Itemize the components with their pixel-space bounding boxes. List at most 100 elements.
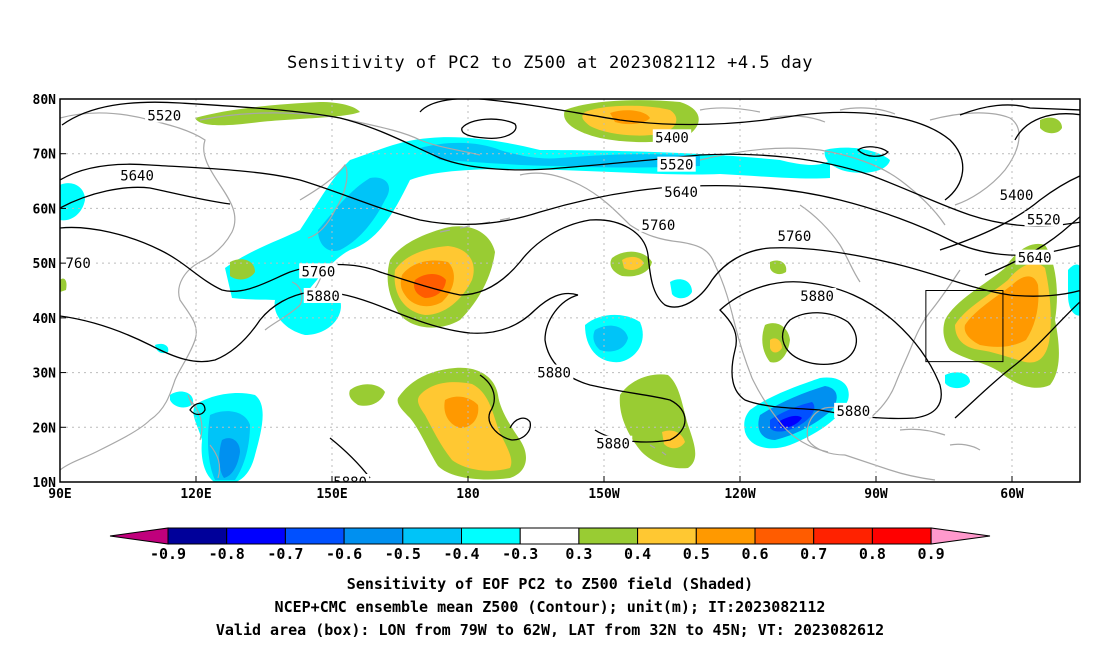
colorbar: -0.9 -0.8 -0.7 -0.6 -0.5 -0.4 -0.3 0.3 0.4 0.5 0.6… xyxy=(109,527,991,563)
contour-label-bg xyxy=(63,255,94,271)
contour-label-5400: 5400 xyxy=(1000,188,1034,204)
lon-tick-label-90w: 90W xyxy=(864,487,888,502)
pos-region-arctic-west xyxy=(195,102,360,126)
colorbar-swatch xyxy=(343,527,404,545)
coast-aleutians xyxy=(439,217,511,233)
footer-line-3: Valid area (box): LON from 79W to 62W, L… xyxy=(216,621,884,639)
colorbar-swatch xyxy=(871,527,932,545)
contour-5760-west xyxy=(60,219,1080,308)
contour-5640-east xyxy=(939,175,1080,251)
contour-label-5880: 5880 xyxy=(306,289,340,305)
colorbar-label-0-5: 0.5 xyxy=(683,545,710,563)
contour-5400-arctic-small xyxy=(461,118,517,139)
pos-region-atlantic-core xyxy=(964,276,1039,347)
coast-siberia-north xyxy=(199,112,481,156)
contour-label-bg xyxy=(639,216,678,232)
contour-5640-west xyxy=(60,163,1080,256)
figure-title: Sensitivity of PC2 to Z500 at 2023082112… xyxy=(287,53,813,73)
pos-region-siberia-west-green xyxy=(230,259,255,280)
coastlines xyxy=(60,107,1020,481)
neg-region-mexico-inner xyxy=(778,415,802,428)
contour-label-bg xyxy=(593,435,633,451)
lat-tick-label-60n: 60N xyxy=(33,202,57,217)
contour-label-bg xyxy=(661,184,701,200)
neg-region-kurils xyxy=(274,293,341,335)
colorbar-swatch xyxy=(813,527,873,545)
colorbar-swatch xyxy=(754,527,815,545)
coast-central-america xyxy=(844,454,936,481)
lat-tick-label-50n: 50N xyxy=(33,257,57,272)
footer-line-2: NCEP+CMC ensemble mean Z500 (Contour); u… xyxy=(275,598,826,616)
colorbar-swatch xyxy=(167,527,228,545)
contour-5880-far-east xyxy=(954,300,1080,419)
contour-label-bg xyxy=(303,287,343,303)
contour-labels: 5520 5640 760 5760 5880 5400 5520 5640 5760 5760 5… xyxy=(63,107,1063,491)
coast-east-asia xyxy=(60,112,236,471)
neg-region-atlantic-small xyxy=(945,372,970,389)
contour-label-5880: 5880 xyxy=(596,437,630,453)
lat-tick-label-30n: 30N xyxy=(33,367,57,382)
colorbar-swatch xyxy=(226,527,286,545)
contour-label-bg xyxy=(775,227,814,243)
colorbar-over-triangle xyxy=(930,527,991,545)
contour-label-5880: 5880 xyxy=(836,404,870,420)
contour-5880-central-loop xyxy=(544,294,686,443)
colorbar-label-0-6: 0.6 xyxy=(741,545,768,563)
colorbar-label-0-8: 0.8 xyxy=(859,545,886,563)
contour-label-bg xyxy=(145,107,184,123)
colorbar-under-triangle xyxy=(109,527,169,545)
pos-region-hawaii-core xyxy=(662,430,685,449)
neg-region-kamchatka-small xyxy=(155,343,169,354)
coast-kamchatka xyxy=(299,163,348,239)
contour-label-5400: 5400 xyxy=(655,130,689,146)
contour-label-bg xyxy=(834,402,873,418)
lon-tick-label-60w: 60W xyxy=(1000,487,1024,502)
pos-region-dateline-south-core xyxy=(444,396,479,428)
contour-label-bg xyxy=(330,474,370,482)
contour-label-5640: 5640 xyxy=(664,185,698,201)
contour-label-bg xyxy=(299,263,338,279)
neg-region-philippines-inner xyxy=(219,438,240,478)
contour-label-5640: 5640 xyxy=(120,169,154,185)
coast-north-america-east xyxy=(869,269,961,419)
lon-tick-label-120e: 120E xyxy=(180,487,211,502)
contour-5880-high-ring xyxy=(781,312,858,365)
colorbar-label-0-7: -0.7 xyxy=(267,545,303,563)
colorbar-swatch xyxy=(402,527,462,545)
gridlines xyxy=(60,99,1080,482)
contour-5520-west xyxy=(61,101,1080,227)
contour-label-5880: 5880 xyxy=(333,475,367,491)
map-panel: 5520 5640 760 5760 5880 5400 5520 5640 5760 5760 5… xyxy=(33,93,1081,502)
contour-label-bg xyxy=(1024,211,1063,227)
neg-region-north-america-small xyxy=(670,279,692,299)
contour-label-bg xyxy=(797,287,837,303)
coast-hudson xyxy=(799,204,861,283)
contour-label-5520: 5520 xyxy=(147,108,181,124)
lon-tick-label-150w: 150W xyxy=(588,487,619,502)
contour-5640-siberia-loop xyxy=(60,186,231,209)
neg-region-kamchatka-core xyxy=(318,177,390,251)
longitude-axis: 90E 120E 150E 180 150W 120W 90W 60W xyxy=(48,476,1024,502)
colorbar-label-0-7: 0.7 xyxy=(800,545,827,563)
lat-tick-label-70n: 70N xyxy=(33,148,57,163)
contour-label-5520: 5520 xyxy=(660,158,694,174)
colorbar-label-0-9: 0.9 xyxy=(918,545,945,563)
contour-5880-east xyxy=(719,281,942,420)
colorbar-label-0-4: -0.4 xyxy=(443,545,479,563)
neg-region-subtropical-core xyxy=(593,325,628,352)
neg-region-east-edge xyxy=(1068,264,1080,316)
pos-region-dateline-north-core xyxy=(414,274,446,298)
latitude-axis: 80N 70N 60N 50N 40N 30N 20N 10N xyxy=(33,93,66,491)
valid-area-box xyxy=(925,290,1004,363)
colorbar-swatch xyxy=(695,527,756,545)
contour-label-bg xyxy=(117,167,157,183)
contour-5880-philippines-loop xyxy=(189,402,206,416)
contour-5520-east xyxy=(1014,113,1080,141)
contour-label-5880: 5880 xyxy=(800,289,834,305)
colorbar-label-0-4: 0.4 xyxy=(624,545,651,563)
colorbar-swatch xyxy=(519,527,580,545)
lat-tick-label-10n: 10N xyxy=(33,476,57,491)
colorbar-label-0-3: -0.3 xyxy=(502,545,538,563)
contour-5400-east xyxy=(959,104,1080,116)
